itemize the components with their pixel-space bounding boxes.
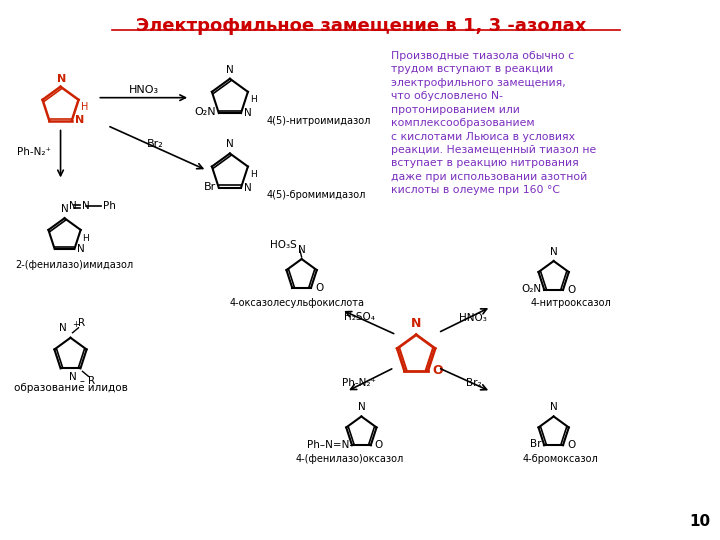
Text: H: H [250, 170, 256, 179]
Text: –: – [79, 376, 84, 386]
Text: H: H [81, 102, 88, 112]
Text: 2-(фенилазо)имидазол: 2-(фенилазо)имидазол [15, 260, 134, 270]
Text: N: N [244, 108, 252, 118]
Text: N: N [68, 373, 76, 382]
Text: с кислотами Льюиса в условиях: с кислотами Льюиса в условиях [391, 132, 575, 141]
Text: N: N [78, 244, 85, 254]
Text: N: N [550, 402, 557, 413]
Text: O: O [374, 440, 383, 450]
Text: HNO₃: HNO₃ [459, 313, 487, 323]
Text: N: N [244, 183, 252, 193]
Text: Br: Br [530, 439, 541, 449]
Text: кислоты в олеуме при 160 °C: кислоты в олеуме при 160 °C [391, 185, 560, 195]
Text: что обусловлено N-: что обусловлено N- [391, 91, 503, 101]
Text: 4-нитрооксазол: 4-нитрооксазол [530, 298, 611, 308]
Text: реакции. Незамещенный тиазол не: реакции. Незамещенный тиазол не [391, 145, 597, 155]
Text: Br₂: Br₂ [147, 139, 164, 150]
Text: HO₃S: HO₃S [270, 240, 297, 250]
Text: образование илидов: образование илидов [14, 382, 127, 393]
Text: комплексообразованием: комплексообразованием [391, 118, 535, 128]
Text: 4-бромоксазол: 4-бромоксазол [523, 454, 598, 464]
Text: Ph-N₂⁺: Ph-N₂⁺ [17, 147, 50, 158]
Text: Br₂: Br₂ [466, 377, 482, 388]
Text: Производные тиазола обычно с: Производные тиазола обычно с [391, 51, 575, 61]
Text: +: + [73, 320, 79, 329]
Text: Ph–N=N–: Ph–N=N– [307, 440, 355, 450]
Text: N: N [83, 201, 90, 211]
Text: O: O [567, 440, 575, 450]
Text: O: O [433, 364, 444, 377]
Text: N: N [550, 247, 557, 257]
Text: электрофильного замещения,: электрофильного замещения, [391, 78, 566, 87]
Text: N: N [226, 65, 234, 75]
Text: O₂N: O₂N [194, 107, 216, 117]
Text: 4-(фенилазо)оксазол: 4-(фенилазо)оксазол [295, 454, 404, 464]
Text: R: R [78, 318, 86, 328]
Text: H: H [81, 234, 89, 243]
Text: Ph: Ph [104, 201, 116, 211]
Text: 4(5)-бромимидазол: 4(5)-бромимидазол [266, 190, 366, 200]
Text: N: N [75, 115, 84, 125]
Text: Br: Br [204, 181, 216, 192]
Text: N: N [226, 139, 234, 150]
Text: 4-оксазолесульфокислота: 4-оксазолесульфокислота [229, 298, 364, 308]
Text: вступает в реакцию нитрования: вступает в реакцию нитрования [391, 158, 579, 168]
Text: Электрофильное замещение в 1, 3 -азолах: Электрофильное замещение в 1, 3 -азолах [136, 17, 587, 35]
Text: 10: 10 [690, 514, 711, 529]
Text: N: N [298, 245, 305, 255]
Text: 4(5)-нитроимидазол: 4(5)-нитроимидазол [266, 116, 371, 126]
Text: N: N [57, 74, 66, 84]
Text: H₂SO₄: H₂SO₄ [344, 312, 375, 322]
Text: даже при использовании азотной: даже при использовании азотной [391, 172, 588, 182]
Text: N: N [411, 317, 421, 330]
Text: N: N [358, 402, 365, 413]
Text: Ph-N₂⁺: Ph-N₂⁺ [343, 377, 377, 388]
Text: N: N [60, 204, 68, 214]
Text: O: O [567, 285, 575, 295]
Text: N: N [59, 323, 66, 333]
Text: O: O [315, 283, 323, 293]
Text: протонированием или: протонированием или [391, 105, 520, 114]
Text: N: N [68, 201, 76, 211]
Text: HNO₃: HNO₃ [129, 85, 159, 94]
Text: H: H [250, 95, 256, 104]
Text: трудом вступают в реакции: трудом вступают в реакции [391, 64, 554, 75]
Text: R: R [89, 376, 96, 386]
Text: O₂N: O₂N [521, 284, 541, 294]
